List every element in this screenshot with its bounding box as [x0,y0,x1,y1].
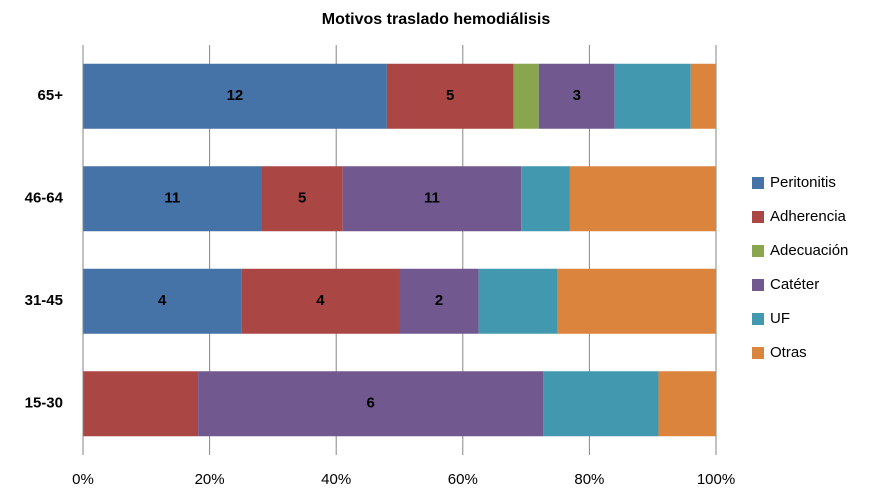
bar-segment [399,268,479,334]
bar-segment [342,166,522,232]
data-label: 11 [164,190,180,207]
x-tick-label: 60% [448,471,478,488]
bar-segment [83,268,242,334]
legend-swatch [752,279,764,291]
data-label: 11 [424,190,440,207]
x-tick-label: 40% [321,471,351,488]
legend-swatch [752,313,764,325]
legend-swatch [752,245,764,257]
bar-segment [538,63,615,129]
legend-label: Peritonitis [770,174,836,191]
legend-label: Otras [770,344,807,361]
legend-label: Catéter [770,276,819,293]
bar-segment [83,63,387,129]
bar-segment [83,371,199,437]
bar-segment [557,268,716,334]
legend-swatch [752,177,764,189]
bar-segment [614,63,691,129]
data-label: 2 [435,292,443,309]
y-tick-label: 31-45 [25,292,63,309]
bar-segment [513,63,539,129]
y-tick-label: 46-64 [25,190,64,207]
legend-label: Adherencia [770,208,847,225]
legend-label: Adecuación [770,242,848,259]
data-label: 5 [298,190,306,207]
x-tick-label: 0% [72,471,94,488]
data-label: 5 [446,87,454,104]
bar-segment [543,371,659,437]
bar-segment [386,63,514,129]
legend-swatch [752,347,764,359]
x-tick-label: 80% [574,471,604,488]
bar-segment [83,166,262,232]
x-tick-label: 100% [697,471,735,488]
bar-segment [521,166,570,232]
bar-segment [478,268,558,334]
data-label: 3 [573,87,581,104]
data-label: 4 [158,292,167,309]
y-tick-label: 15-30 [25,395,63,412]
legend-label: UF [770,310,790,327]
bar-segment [658,371,716,437]
chart-title: Motivos traslado hemodiálisis [322,11,551,28]
legend-swatch [752,211,764,223]
data-label: 12 [227,87,244,104]
bar-segment [198,371,544,437]
bar-segment [261,166,343,232]
bar-segment [241,268,400,334]
x-tick-label: 20% [195,471,225,488]
y-tick-label: 65+ [38,87,64,104]
data-label: 6 [367,395,375,412]
data-label: 4 [316,292,325,309]
bar-segment [569,166,716,232]
bar-segment [690,63,716,129]
